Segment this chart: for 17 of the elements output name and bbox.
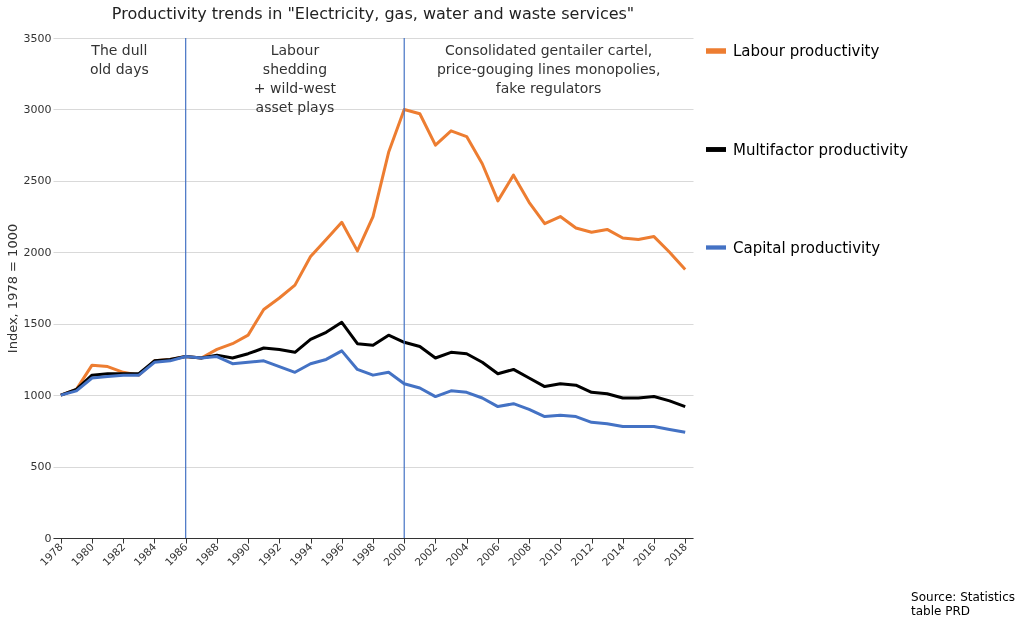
- source-note: Source: Statistics table PRD: [911, 590, 1015, 618]
- y-tick-label: 2000: [23, 245, 52, 259]
- y-axis-title: Index, 1978 = 1000: [4, 223, 20, 354]
- y-tick-label: 3000: [23, 102, 52, 116]
- y-tick-label: 2500: [23, 174, 52, 188]
- chart-title: Productivity trends in "Electricity, gas, water and waste services": [111, 4, 635, 23]
- y-tick-label: 3500: [23, 31, 52, 45]
- y-tick-label: 1000: [23, 388, 52, 402]
- annotation: Consolidated gentailer cartel, price-gouging lines monopolies, fake regulators: [436, 42, 661, 96]
- legend-label: Labour productivity: [733, 42, 880, 60]
- y-tick-label: 0: [44, 531, 52, 545]
- y-tick-label: 500: [30, 460, 52, 474]
- y-tick-label: 1500: [23, 317, 52, 331]
- legend-label: Multifactor productivity: [733, 140, 909, 159]
- legend-label: Capital productivity: [733, 238, 881, 257]
- annotation: Labour shedding + wild-west asset plays: [253, 42, 337, 115]
- annotation: The dull old days: [89, 42, 149, 77]
